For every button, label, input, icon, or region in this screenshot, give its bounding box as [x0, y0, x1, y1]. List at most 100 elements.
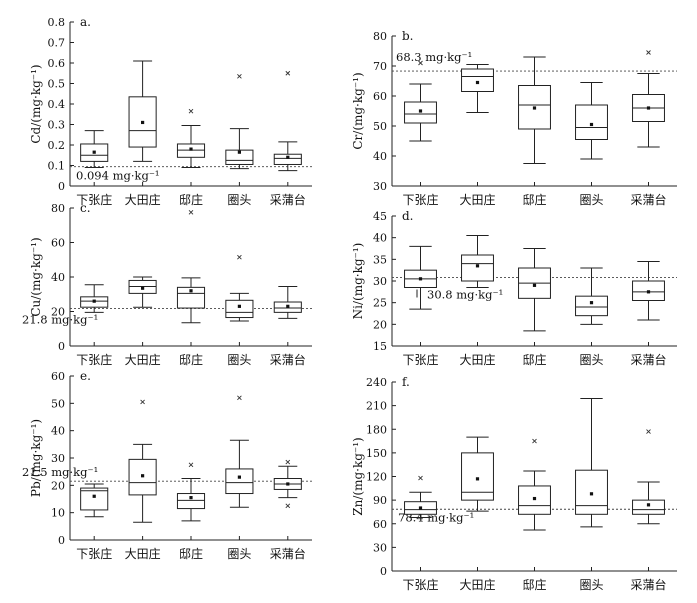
x-tick-label: 圈头	[227, 547, 251, 561]
mean-marker	[589, 301, 594, 305]
box-body	[225, 299, 254, 319]
mean-marker	[92, 299, 96, 303]
x-tick-label: 下张庄	[76, 546, 112, 561]
panel-a: 0 0.1 0.2 0.3 0.4 0.5 0.6 0.7 0.8 下张庄 大田庄 邸庄 圈头 采蒲台 Cd…	[29, 15, 312, 207]
box-4	[225, 395, 254, 508]
box-3	[518, 56, 551, 164]
y-axis-label: Cd/(mg·kg⁻¹)	[29, 64, 43, 143]
mean-marker	[141, 286, 145, 290]
x-tick-label: 大田庄	[459, 577, 495, 592]
mean-marker	[141, 474, 145, 478]
panel-d: 15 20 25 30 35 40 45 下张庄 大田庄 邸庄 圈头 采蒲台 Ni/(mg·kg⁻¹) d…	[351, 209, 677, 367]
box-4	[225, 74, 254, 170]
y-tick-label: 20	[51, 306, 65, 319]
mean-marker	[475, 264, 480, 268]
box-body	[225, 149, 254, 165]
mean-marker	[418, 277, 423, 281]
reference-label: 68.3 mg·kg⁻¹	[396, 50, 472, 64]
outlier-marker	[285, 503, 291, 509]
box-body	[461, 452, 494, 501]
mean-marker	[141, 120, 145, 125]
x-tick-label: 下张庄	[76, 192, 112, 207]
x-tick-label: 圈头	[227, 353, 251, 367]
box-1	[404, 245, 437, 310]
y-tick-label: 0.2	[48, 139, 66, 152]
y-tick-label: 35	[373, 253, 387, 266]
box-5	[632, 429, 665, 525]
x-tick-label: 大田庄	[459, 352, 495, 367]
y-tick-label: 70	[373, 60, 387, 73]
x-tick-label: 邸庄	[179, 192, 203, 207]
box-4	[575, 398, 608, 528]
y-tick-label: 15	[373, 340, 387, 353]
y-tick-label: 150	[366, 447, 387, 460]
mean-marker	[189, 496, 193, 500]
mean-marker	[189, 147, 193, 151]
mean-marker	[475, 80, 480, 85]
box-body	[632, 499, 665, 515]
panel-f: 0 30 60 90 120 150 180 210 240 下张庄 大田庄 邸庄 圈头 采蒲台 Zn/(m…	[351, 375, 677, 592]
panel-letter: f.	[402, 375, 410, 389]
outlier-marker	[237, 74, 242, 79]
box-4	[575, 267, 608, 325]
x-tick-label: 大田庄	[459, 192, 495, 207]
y-tick-label: 240	[366, 376, 387, 389]
x-tick-label: 大田庄	[125, 192, 161, 207]
panel-b: 30 40 50 60 70 80 下张庄 大田庄 邸庄 圈头 采蒲台 Cr/(mg·kg⁻¹) b. 6…	[351, 29, 677, 207]
y-tick-label: 30	[373, 541, 387, 554]
x-tick-label: 下张庄	[76, 352, 112, 367]
reference-label: 21.5 mg·kg⁻¹	[22, 465, 98, 479]
x-tick-label: 邸庄	[522, 577, 546, 592]
box-4	[575, 82, 608, 160]
mean-marker	[589, 492, 594, 496]
x-tick-label: 采蒲台	[630, 577, 666, 592]
box-1	[80, 483, 109, 518]
outlier-marker	[532, 438, 537, 444]
outlier-marker	[646, 429, 651, 434]
panel-letter: e.	[80, 369, 91, 383]
y-tick-label: 120	[366, 471, 387, 484]
y-axis-label: Ni/(mg·kg⁻¹)	[351, 243, 365, 320]
y-tick-label: 60	[51, 237, 65, 250]
mean-marker	[92, 494, 96, 498]
mean-marker	[475, 477, 480, 481]
y-tick-label: 180	[366, 423, 387, 436]
y-tick-label: 0.8	[48, 16, 66, 29]
box-body	[518, 85, 551, 130]
x-tick-label: 邸庄	[522, 192, 546, 207]
mean-marker	[418, 109, 423, 113]
mean-marker	[189, 289, 193, 293]
box-2	[128, 60, 157, 162]
y-tick-label: 0.5	[48, 78, 66, 91]
box-5	[632, 261, 665, 321]
mean-marker	[646, 106, 651, 110]
box-body	[575, 104, 608, 140]
box-2	[461, 64, 494, 113]
outlier-marker	[237, 395, 242, 401]
mean-marker	[532, 283, 537, 287]
mean-marker	[418, 506, 423, 510]
x-tick-label: 采蒲台	[630, 192, 666, 207]
box-1	[404, 475, 437, 518]
x-tick-label: 圈头	[579, 193, 603, 207]
outlier-marker	[188, 462, 194, 468]
y-tick-label: 40	[373, 150, 387, 163]
y-tick-label: 25	[373, 297, 387, 310]
box-2	[461, 235, 494, 288]
outlier-marker	[285, 70, 291, 76]
y-tick-label: 50	[373, 120, 387, 133]
box-4	[225, 254, 254, 322]
panel-c: 0 20 40 60 80 下张庄 大田庄 邸庄 圈头 采蒲台 Cu/(mg·kg⁻¹) c. 21.8…	[22, 201, 312, 367]
x-tick-label: 邸庄	[522, 352, 546, 367]
panel-letter: d.	[402, 209, 414, 223]
y-tick-label: 210	[366, 400, 387, 413]
y-tick-label: 0.1	[48, 160, 66, 173]
y-tick-label: 10	[51, 507, 65, 520]
panel-letter: c.	[80, 201, 91, 215]
x-tick-label: 采蒲台	[270, 352, 306, 367]
y-tick-label: 80	[51, 202, 65, 215]
outlier-marker	[188, 209, 194, 215]
box-body	[176, 286, 206, 309]
mean-marker	[286, 155, 290, 159]
